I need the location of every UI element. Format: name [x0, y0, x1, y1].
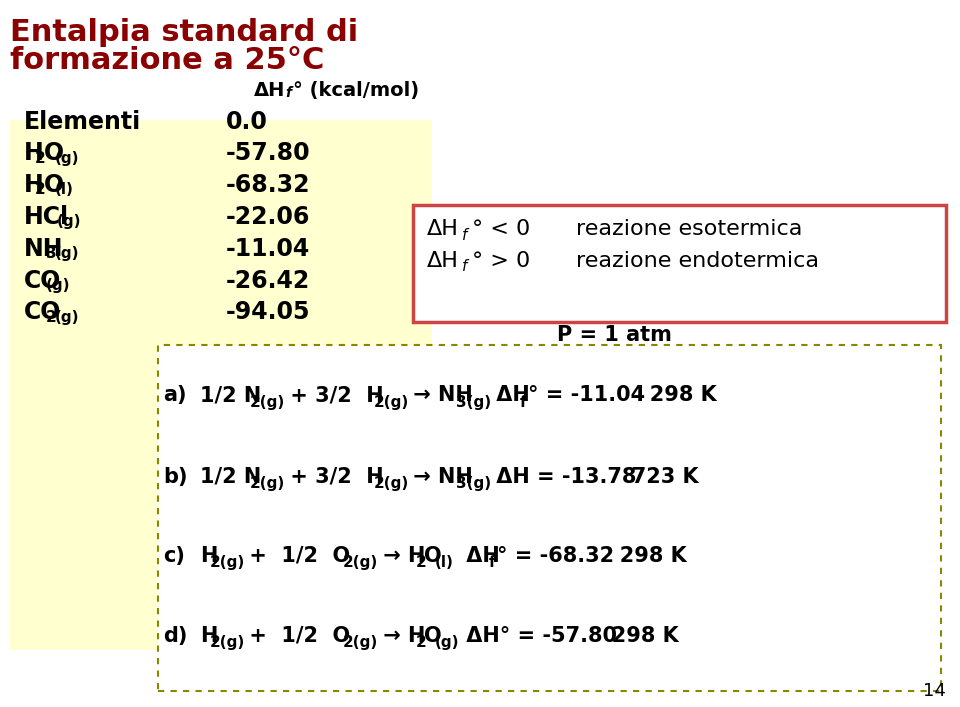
Text: NH: NH	[24, 237, 63, 261]
Text: 2(g): 2(g)	[344, 555, 378, 570]
Text: (g): (g)	[435, 635, 459, 650]
Text: reazione esotermica: reazione esotermica	[576, 219, 803, 239]
Text: ° = -68.32: ° = -68.32	[497, 546, 614, 566]
Text: f: f	[462, 259, 468, 274]
Text: (g): (g)	[55, 310, 80, 325]
Text: ΔH° = -57.80: ΔH° = -57.80	[459, 626, 617, 645]
Text: 14: 14	[923, 682, 946, 700]
Text: f: f	[519, 395, 526, 409]
Text: 2: 2	[417, 635, 427, 650]
Text: ° > 0: ° > 0	[472, 251, 531, 271]
Text: a): a)	[163, 385, 186, 405]
Text: → H: → H	[376, 626, 425, 645]
Text: -11.04: -11.04	[226, 237, 310, 261]
Text: 298 K: 298 K	[628, 385, 717, 405]
Text: + 3/2  H: + 3/2 H	[282, 467, 383, 486]
Text: ΔH: ΔH	[427, 219, 459, 239]
Text: 2(g): 2(g)	[210, 635, 245, 650]
Text: CO: CO	[24, 269, 61, 293]
Text: 298 K: 298 K	[589, 626, 679, 645]
Text: b): b)	[163, 467, 188, 486]
Text: CO: CO	[24, 300, 61, 325]
Text: -94.05: -94.05	[226, 300, 310, 325]
Text: 1/2 N: 1/2 N	[200, 385, 261, 405]
Text: ΔH: ΔH	[427, 251, 459, 271]
Text: 723 K: 723 K	[611, 467, 699, 486]
Text: ° (kcal/mol): ° (kcal/mol)	[293, 81, 419, 100]
Bar	[413, 205, 946, 322]
Text: (g): (g)	[56, 151, 80, 165]
Text: 298 K: 298 K	[598, 546, 686, 566]
Text: Entalpia standard di: Entalpia standard di	[10, 18, 358, 47]
Text: d): d)	[163, 626, 187, 645]
Text: ΔH: ΔH	[254, 81, 286, 100]
Text: O: O	[424, 546, 442, 566]
Text: (g): (g)	[46, 278, 71, 293]
Text: 3(g): 3(g)	[457, 476, 492, 491]
Text: 2: 2	[36, 151, 46, 165]
Text: 2: 2	[46, 310, 57, 325]
Text: ΔH: ΔH	[459, 546, 499, 566]
Text: +  1/2  O: + 1/2 O	[243, 626, 350, 645]
Text: H: H	[24, 173, 44, 197]
Text: Elementi: Elementi	[24, 110, 141, 134]
Text: H: H	[200, 626, 217, 645]
Text: (g): (g)	[55, 246, 80, 261]
Text: 2(g): 2(g)	[373, 476, 409, 491]
Text: 3(g): 3(g)	[457, 395, 492, 409]
Text: P = 1 atm: P = 1 atm	[557, 325, 672, 345]
Text: H: H	[200, 546, 217, 566]
Text: O: O	[44, 141, 63, 165]
Text: O: O	[44, 173, 63, 197]
Text: -26.42: -26.42	[226, 269, 310, 293]
Bar	[158, 345, 941, 691]
Text: + 3/2  H: + 3/2 H	[282, 385, 383, 405]
Text: (l): (l)	[56, 182, 74, 197]
Text: 2: 2	[417, 555, 427, 570]
Text: 2(g): 2(g)	[250, 395, 285, 409]
Text: 1/2 N: 1/2 N	[200, 467, 261, 486]
Text: -57.80: -57.80	[226, 141, 310, 165]
Text: → NH: → NH	[406, 467, 473, 486]
Text: f: f	[462, 228, 468, 243]
Text: → NH: → NH	[406, 385, 473, 405]
Text: ΔH: ΔH	[490, 385, 530, 405]
Bar	[10, 120, 432, 650]
Text: → H: → H	[376, 546, 425, 566]
Text: 2(g): 2(g)	[344, 635, 378, 650]
Text: ΔH = -13.78: ΔH = -13.78	[490, 467, 636, 486]
Text: O: O	[424, 626, 442, 645]
Text: (g): (g)	[58, 214, 82, 229]
Text: (l): (l)	[435, 555, 453, 570]
Text: H: H	[24, 141, 44, 165]
Text: HCl: HCl	[24, 205, 69, 229]
Text: f: f	[490, 555, 495, 570]
Text: -22.06: -22.06	[226, 205, 310, 229]
Text: 2(g): 2(g)	[250, 476, 285, 491]
Text: 2: 2	[36, 182, 46, 197]
Text: c): c)	[163, 546, 185, 566]
Text: reazione endotermica: reazione endotermica	[576, 251, 819, 271]
Text: 2(g): 2(g)	[373, 395, 409, 409]
Text: 2(g): 2(g)	[210, 555, 245, 570]
Text: -68.32: -68.32	[226, 173, 310, 197]
Text: +  1/2  O: + 1/2 O	[243, 546, 350, 566]
Text: ° = -11.04: ° = -11.04	[528, 385, 645, 405]
Text: 3: 3	[46, 246, 57, 261]
Text: ° < 0: ° < 0	[472, 219, 531, 239]
Text: f: f	[285, 86, 291, 100]
Text: 0.0: 0.0	[226, 110, 268, 134]
Text: formazione a 25°C: formazione a 25°C	[10, 46, 324, 75]
